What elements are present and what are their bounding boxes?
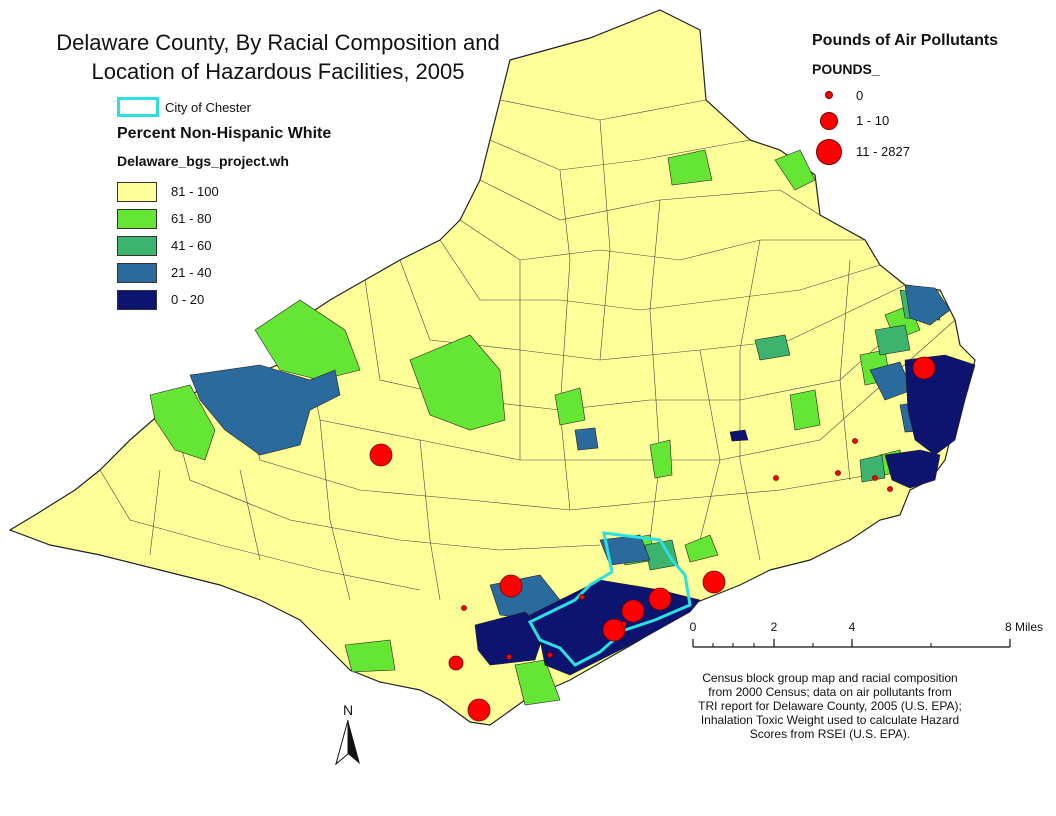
facility-marker bbox=[621, 621, 627, 627]
facility-marker bbox=[621, 599, 645, 623]
white-legend-swatch bbox=[117, 181, 157, 202]
facility-marker bbox=[835, 470, 841, 476]
facility-marker bbox=[773, 475, 779, 481]
pollutant-legend-row: 11 - 2827 bbox=[812, 135, 910, 168]
white-legend-row: 21 - 40 bbox=[117, 259, 219, 286]
facility-marker bbox=[702, 570, 726, 594]
white-legend-label: 81 - 100 bbox=[171, 184, 219, 199]
pollutant-legend-heading: Pounds of Air Pollutants bbox=[812, 32, 999, 49]
facility-marker bbox=[499, 574, 523, 598]
white-legend-heading: Percent Non-Hispanic White bbox=[117, 125, 332, 142]
facility-marker bbox=[579, 594, 585, 600]
map-title-line-2: Location of Hazardous Facilities, 2005 bbox=[91, 59, 465, 84]
pollutant-legend-label: 11 - 2827 bbox=[856, 144, 910, 159]
chester-legend-label: City of Chester bbox=[165, 99, 251, 115]
scale-tick-2: 2 bbox=[770, 620, 778, 634]
scale-bar: 0 2 4 8 Miles bbox=[688, 620, 1052, 650]
facility-marker bbox=[912, 356, 936, 380]
facility-marker bbox=[887, 486, 893, 492]
white-legend-row: 81 - 100 bbox=[117, 178, 219, 205]
facility-marker bbox=[448, 655, 464, 671]
north-label: N bbox=[342, 702, 354, 718]
pollutant-legend-label: 0 bbox=[856, 87, 864, 103]
facility-marker bbox=[872, 475, 878, 481]
north-arrow-icon bbox=[335, 719, 360, 766]
facility-markers bbox=[369, 356, 936, 722]
white-legend-row: 41 - 60 bbox=[117, 232, 219, 259]
white-legend-label: 21 - 40 bbox=[171, 265, 212, 280]
pollutant-legend-symbol bbox=[825, 91, 833, 99]
chester-legend-swatch bbox=[117, 97, 159, 117]
credit-line: Scores from RSEI (U.S. EPA). bbox=[749, 727, 911, 741]
facility-marker bbox=[467, 698, 491, 722]
class-21-40-areas bbox=[189, 284, 951, 621]
facility-marker bbox=[369, 443, 393, 467]
credit-line: Census block group map and racial compos… bbox=[702, 671, 958, 685]
pollutant-legend-symbol bbox=[820, 111, 838, 130]
pollutant-legend-label: 1 - 10 bbox=[856, 113, 890, 128]
map-title: Delaware County, By Racial Composition a… bbox=[18, 28, 538, 86]
facility-marker bbox=[506, 654, 512, 660]
facility-marker bbox=[852, 438, 858, 444]
map-credits: Census block group map and racial compos… bbox=[680, 671, 980, 741]
white-legend-swatch bbox=[117, 208, 157, 229]
facility-marker bbox=[648, 587, 672, 611]
block-group-boundaries bbox=[99, 99, 956, 601]
white-legend-label: 61 - 80 bbox=[171, 211, 212, 226]
map-title-line-1: Delaware County, By Racial Composition a… bbox=[56, 30, 500, 55]
facility-marker bbox=[547, 652, 553, 658]
scale-bar-line bbox=[692, 639, 1011, 648]
white-legend-label: 41 - 60 bbox=[171, 238, 212, 253]
scale-tick-8: 8 Miles bbox=[1005, 620, 1044, 634]
credit-line: TRI report for Delaware County, 2005 (U.… bbox=[698, 699, 962, 713]
credit-line: Inhalation Toxic Weight used to calculat… bbox=[700, 713, 960, 727]
pollutant-legend-row: 1 - 10 bbox=[812, 106, 910, 135]
scale-tick-4: 4 bbox=[848, 620, 856, 634]
class-61-80-areas bbox=[149, 149, 921, 706]
pollutant-legend-field: POUNDS_ bbox=[812, 61, 880, 77]
facility-marker bbox=[602, 618, 626, 642]
white-legend-swatch bbox=[117, 235, 157, 256]
credit-line: from 2000 Census; data on air pollutants… bbox=[708, 685, 952, 699]
pollutant-legend-classes: 0 1 - 10 11 - 2827 bbox=[812, 84, 910, 168]
north-arrow: N bbox=[334, 702, 362, 771]
facility-marker bbox=[461, 605, 467, 611]
white-legend-swatch bbox=[117, 289, 157, 310]
white-legend-swatch bbox=[117, 262, 157, 283]
white-legend-row: 61 - 80 bbox=[117, 205, 219, 232]
white-legend-classes: 81 - 100 61 - 80 41 - 60 21 - 40 0 - 20 bbox=[117, 178, 219, 313]
white-legend-label: 0 - 20 bbox=[171, 292, 205, 307]
pollutant-legend-symbol bbox=[816, 138, 842, 165]
city-of-chester-boundary bbox=[527, 531, 692, 667]
chester-legend-entry: City of Chester bbox=[117, 96, 251, 118]
white-legend-row: 0 - 20 bbox=[117, 286, 219, 313]
pollutant-legend-row: 0 bbox=[812, 84, 910, 106]
scale-tick-0: 0 bbox=[689, 620, 697, 634]
white-legend-field: Delaware_bgs_project.wh bbox=[117, 153, 289, 169]
